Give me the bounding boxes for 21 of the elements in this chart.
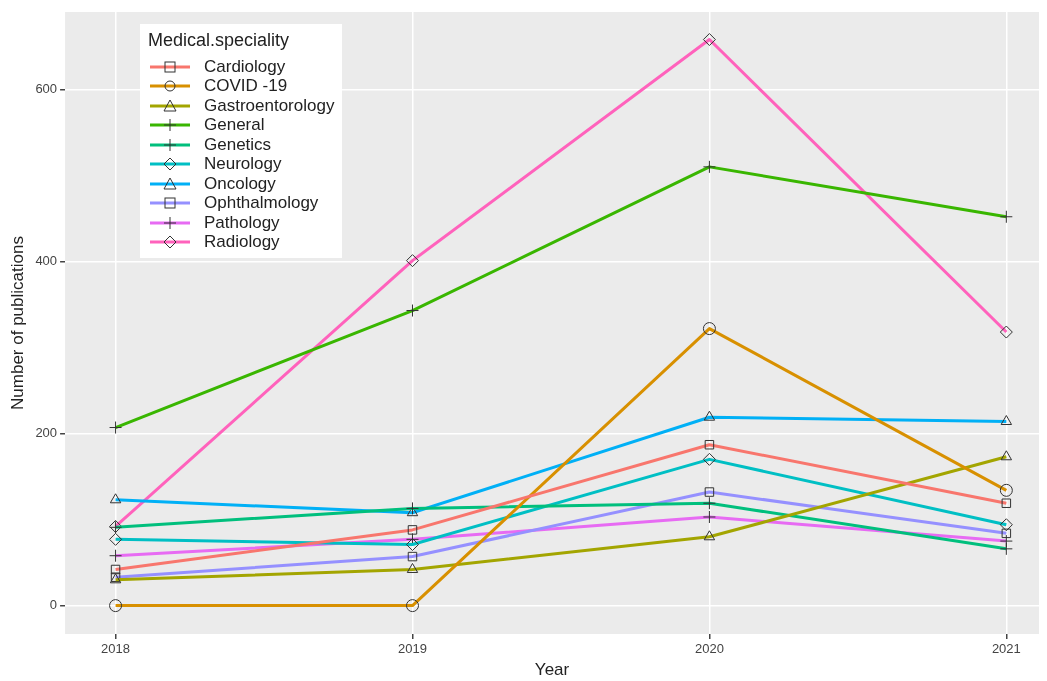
x-tick-label: 2020 bbox=[694, 641, 724, 657]
legend-label: COVID -19 bbox=[204, 76, 288, 97]
legend-label: General bbox=[204, 115, 265, 136]
legend-label: Oncology bbox=[204, 173, 276, 194]
legend-label: Ophthalmology bbox=[204, 193, 319, 214]
x-axis-title: Year bbox=[534, 660, 570, 680]
legend-label: Gastroentorology bbox=[204, 95, 335, 116]
legend-label: Cardiology bbox=[204, 56, 286, 77]
y-tick-label: 200 bbox=[35, 425, 58, 441]
y-tick-label: 600 bbox=[35, 81, 58, 97]
x-tick-label: 2021 bbox=[991, 641, 1021, 657]
legend-label: Genetics bbox=[204, 134, 272, 155]
legend-label: Neurology bbox=[204, 154, 282, 175]
legend-label: Radiology bbox=[204, 232, 280, 253]
y-axis-title: Number of publications bbox=[7, 236, 27, 410]
y-tick-label: 400 bbox=[35, 253, 58, 269]
x-tick-label: 2018 bbox=[101, 641, 131, 657]
legend-label: Pathology bbox=[204, 212, 280, 233]
x-tick-label: 2019 bbox=[398, 641, 427, 657]
legend-title: Medical.speciality bbox=[148, 30, 291, 51]
y-tick-label: 0 bbox=[49, 597, 58, 613]
